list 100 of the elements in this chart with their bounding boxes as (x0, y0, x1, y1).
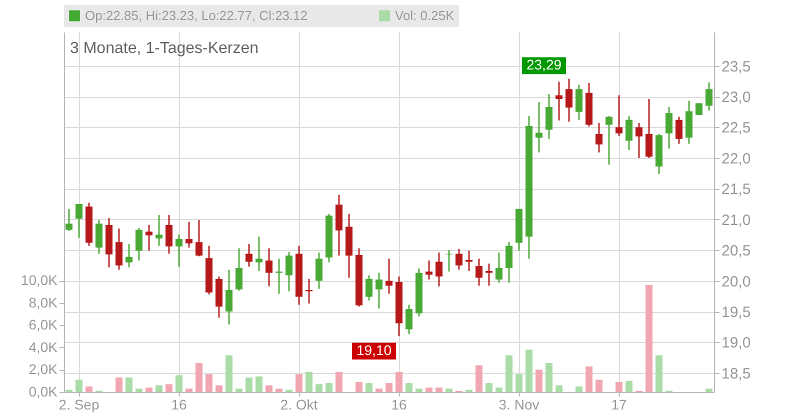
x-tick-label: 3. Nov (498, 396, 540, 412)
x-tick-label: 16 (171, 396, 187, 412)
bar (516, 374, 522, 392)
candlestick (456, 248, 462, 270)
bar (326, 383, 332, 392)
bar (136, 388, 142, 392)
candlestick (566, 78, 572, 122)
candlestick (116, 228, 122, 270)
bar (416, 388, 422, 392)
bar (536, 370, 542, 392)
candlestick (246, 243, 252, 268)
candlestick (176, 234, 182, 268)
candlestick (366, 274, 372, 302)
bar (126, 378, 132, 392)
bar (116, 378, 122, 392)
candlestick (136, 227, 142, 262)
bar (406, 383, 412, 392)
legend-label: Vol: 0.25K (395, 8, 455, 23)
y2-tick-label: 0,0K (28, 384, 58, 400)
bar (526, 350, 532, 392)
y2-tick-label: 4,0K (28, 338, 58, 355)
candlestick (166, 214, 172, 254)
y-tick-label: 21,5 (722, 181, 751, 198)
candlestick (66, 208, 72, 232)
bar (236, 388, 242, 392)
y2-tick-label: 2,0K (28, 361, 58, 378)
y2-tick-label: 6,0K (28, 316, 58, 333)
candlestick (466, 250, 472, 272)
candlestick (506, 241, 512, 284)
candlestick (496, 252, 502, 284)
bar (586, 366, 592, 392)
bar (276, 388, 282, 392)
candlestick (426, 260, 432, 280)
bar (196, 363, 202, 392)
legend-label: Op:22.85, Hi:23.23, Lo:22.77, Cl:23.12 (85, 8, 308, 23)
candlestick (626, 115, 632, 151)
y-tick-label: 20,0 (722, 273, 751, 290)
candlestick (556, 81, 562, 122)
candlestick (646, 98, 652, 159)
candlestick (256, 236, 262, 272)
bar (596, 380, 602, 392)
bar (186, 388, 192, 392)
candlestick (156, 214, 162, 246)
bar (336, 372, 342, 392)
bar (166, 384, 172, 392)
y-tick-label: 18,5 (722, 365, 751, 382)
bar (646, 285, 652, 392)
candlestick (596, 122, 602, 154)
bar (316, 384, 322, 392)
candlestick (286, 251, 292, 292)
bar (496, 388, 502, 392)
candlestick (96, 219, 102, 254)
candlestick (616, 94, 622, 137)
bar (86, 386, 92, 392)
y-tick-label: 22,5 (722, 120, 751, 137)
candlestick (126, 243, 132, 268)
candlestick (436, 252, 442, 288)
bar (366, 383, 372, 392)
y2-tick-label: 8,0K (28, 294, 58, 310)
candlestick (236, 248, 242, 292)
bar (546, 363, 552, 392)
y-tick-label: 23,5 (722, 58, 751, 76)
candlestick (266, 248, 272, 288)
bar (486, 383, 492, 392)
bar (306, 372, 312, 392)
candlestick (706, 82, 712, 112)
y-tick-label: 23,0 (722, 89, 751, 106)
candlestick (636, 122, 642, 159)
bar (556, 385, 562, 392)
candlestick (226, 269, 232, 326)
bar (476, 365, 482, 392)
bar (246, 378, 252, 392)
bar (426, 388, 432, 392)
annotation: 19,10 (356, 342, 392, 358)
candlestick (386, 258, 392, 294)
bar (396, 372, 402, 392)
bar (156, 385, 162, 392)
candlestick (186, 221, 192, 248)
bar (616, 382, 622, 392)
bar (296, 374, 302, 392)
y-tick-label: 19,0 (722, 334, 751, 352)
candlestick (196, 219, 202, 257)
bar (376, 388, 382, 392)
candlestick (406, 304, 412, 335)
bar (256, 376, 262, 392)
bar (176, 375, 182, 392)
x-tick-label: 2. Okt (280, 396, 318, 412)
bar (356, 382, 362, 392)
bar (226, 355, 232, 392)
bar (436, 388, 442, 392)
annotation: 23,29 (526, 56, 562, 73)
chart-title: 3 Monate, 1-Tages-Kerzen (70, 40, 259, 57)
x-tick-label: 2. Sep (58, 396, 100, 412)
bar (656, 355, 662, 392)
candlestick (146, 224, 152, 252)
y-tick-label: 20,5 (722, 242, 751, 260)
bar (216, 385, 222, 392)
x-tick-label: 17 (611, 396, 627, 412)
candlestick (576, 84, 582, 121)
candlestick (376, 272, 382, 310)
